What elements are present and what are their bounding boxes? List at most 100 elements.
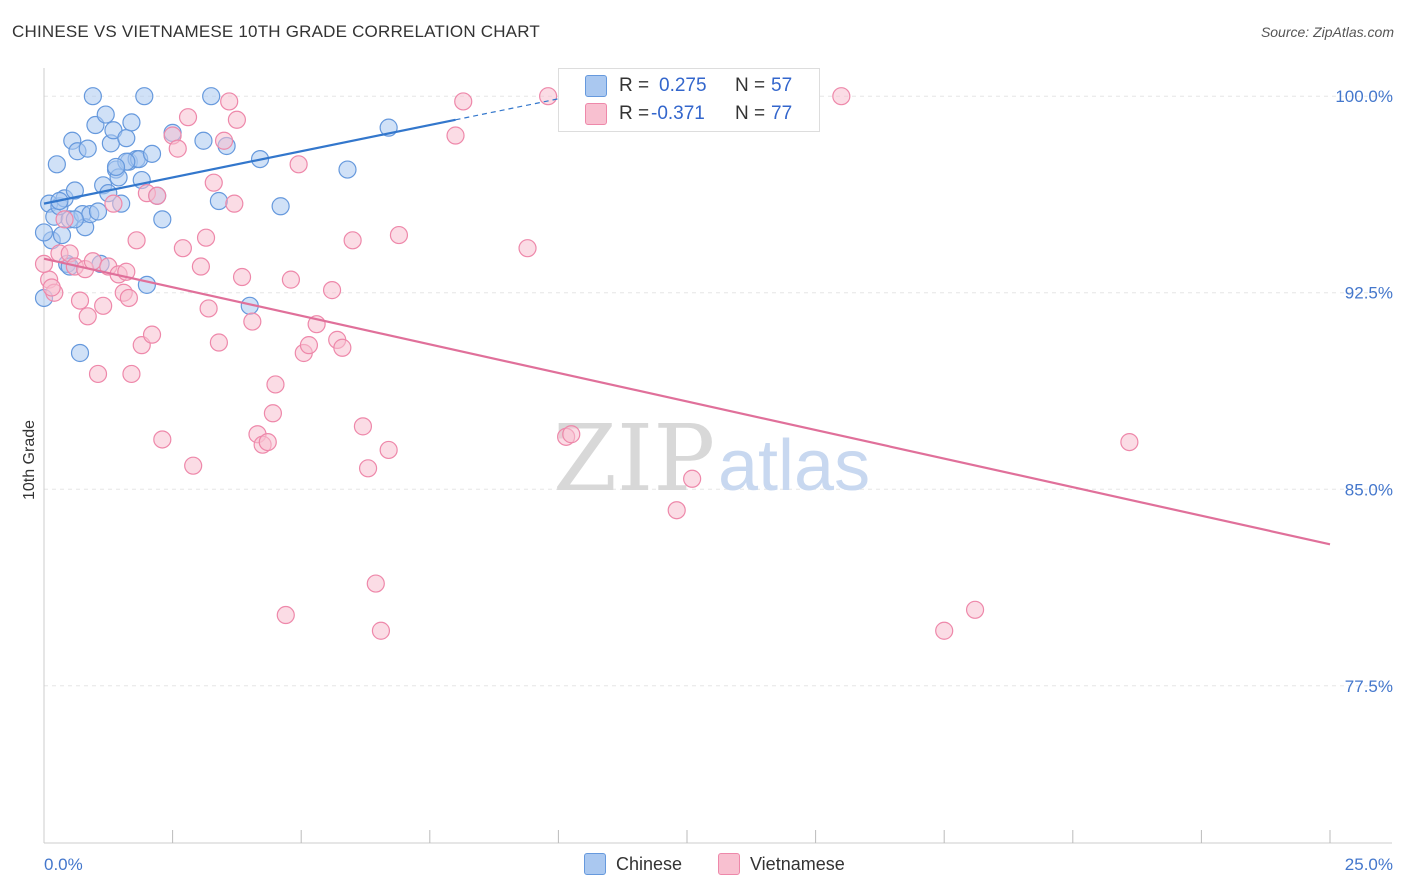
point-vietnamese xyxy=(289,155,308,174)
point-chinese xyxy=(96,105,115,124)
point-vietnamese xyxy=(122,364,141,384)
source-label: Source: ZipAtlas.com xyxy=(1260,24,1394,40)
point-vietnamese xyxy=(379,440,398,460)
point-vietnamese xyxy=(389,225,409,245)
point-vietnamese xyxy=(243,312,262,331)
point-vietnamese xyxy=(119,288,138,308)
point-chinese xyxy=(135,87,154,106)
y-tick-label: 100.0% xyxy=(1335,87,1393,106)
point-vietnamese xyxy=(168,139,187,158)
trend-line-vietnamese xyxy=(43,257,1331,546)
point-vietnamese xyxy=(518,239,537,258)
data-points xyxy=(34,87,1139,640)
point-vietnamese xyxy=(88,364,108,384)
r-label: R = xyxy=(619,103,650,124)
correlation-legend: R = 0.275 N = 57 R = -0.371 N = 77 xyxy=(558,68,820,132)
y-tick-label: 92.5% xyxy=(1345,284,1393,303)
point-vietnamese xyxy=(281,270,301,289)
n-value: 57 xyxy=(771,75,793,96)
point-vietnamese xyxy=(667,501,686,520)
point-vietnamese xyxy=(196,228,216,247)
point-chinese xyxy=(47,155,66,174)
point-vietnamese xyxy=(173,239,192,258)
tick-labels: 100.0% 92.5% 85.0% 77.5% 0.0% 25.0% xyxy=(44,87,1393,874)
point-vietnamese xyxy=(78,307,97,326)
point-chinese xyxy=(83,87,102,106)
watermark-zip: ZIP xyxy=(553,405,715,512)
watermark-atlas: atlas xyxy=(718,426,870,506)
point-vietnamese xyxy=(258,432,277,452)
point-chinese xyxy=(153,210,172,229)
n-value: 77 xyxy=(771,103,793,124)
point-vietnamese xyxy=(935,621,954,640)
point-vietnamese xyxy=(1120,432,1139,452)
point-vietnamese xyxy=(204,173,223,192)
point-chinese xyxy=(117,129,136,148)
legend-label-vietnamese: Vietnamese xyxy=(750,853,845,874)
x-tick-label: 0.0% xyxy=(44,855,83,874)
point-vietnamese xyxy=(214,131,234,150)
point-vietnamese xyxy=(539,87,558,106)
point-vietnamese xyxy=(55,210,74,229)
point-chinese xyxy=(78,139,97,158)
chart-title: CHINESE VS VIETNAMESE 10TH GRADE CORRELA… xyxy=(12,22,540,41)
point-vietnamese xyxy=(178,108,198,127)
point-vietnamese xyxy=(353,417,373,436)
point-vietnamese xyxy=(94,296,113,315)
point-vietnamese xyxy=(34,254,54,274)
n-label: N = xyxy=(735,103,766,124)
n-label: N = xyxy=(735,75,766,96)
point-chinese xyxy=(65,181,84,200)
point-vietnamese xyxy=(227,110,246,129)
point-vietnamese xyxy=(127,231,146,250)
trend-line-chinese xyxy=(43,118,456,205)
point-vietnamese xyxy=(42,278,61,297)
point-vietnamese xyxy=(454,92,473,111)
point-chinese xyxy=(137,275,156,294)
point-vietnamese xyxy=(333,338,352,357)
legend-swatch-vietnamese xyxy=(718,853,740,875)
point-chinese xyxy=(106,157,126,177)
y-axis-label: 10th Grade xyxy=(21,420,38,500)
point-vietnamese xyxy=(446,126,465,145)
point-chinese xyxy=(209,191,228,211)
legend-swatch-chinese xyxy=(585,75,607,97)
point-vietnamese xyxy=(276,605,295,625)
gridlines xyxy=(44,95,1392,687)
point-vietnamese xyxy=(358,459,378,478)
point-vietnamese xyxy=(225,194,244,213)
point-vietnamese xyxy=(153,430,172,449)
point-vietnamese xyxy=(371,621,391,640)
point-vietnamese xyxy=(199,299,218,318)
legend-swatch-vietnamese xyxy=(585,103,607,125)
point-vietnamese xyxy=(184,456,203,475)
point-vietnamese xyxy=(191,257,210,276)
point-chinese xyxy=(122,113,141,132)
point-vietnamese xyxy=(70,291,90,310)
r-label: R = xyxy=(619,75,650,96)
point-chinese xyxy=(338,160,357,179)
point-vietnamese xyxy=(683,469,702,488)
point-vietnamese xyxy=(266,375,285,394)
point-vietnamese xyxy=(299,336,319,355)
point-vietnamese xyxy=(832,87,851,106)
point-vietnamese xyxy=(263,404,283,423)
watermark: ZIP atlas xyxy=(553,405,870,512)
point-vietnamese xyxy=(366,574,385,593)
point-chinese xyxy=(70,343,90,363)
point-chinese xyxy=(34,223,54,242)
point-chinese xyxy=(142,144,162,163)
x-tick-label: 25.0% xyxy=(1345,855,1393,874)
point-vietnamese xyxy=(965,600,985,619)
legend-item-chinese: Chinese xyxy=(584,852,682,876)
point-vietnamese xyxy=(104,194,123,213)
point-vietnamese xyxy=(148,186,167,205)
point-vietnamese xyxy=(209,333,228,352)
point-vietnamese xyxy=(142,325,162,344)
point-chinese xyxy=(88,202,108,221)
y-tick-label: 85.0% xyxy=(1345,480,1393,499)
trend-lines xyxy=(43,98,1331,546)
legend-label-chinese: Chinese xyxy=(616,853,683,874)
legend-swatch-chinese xyxy=(584,853,606,875)
r-value: 0.275 xyxy=(659,75,707,96)
